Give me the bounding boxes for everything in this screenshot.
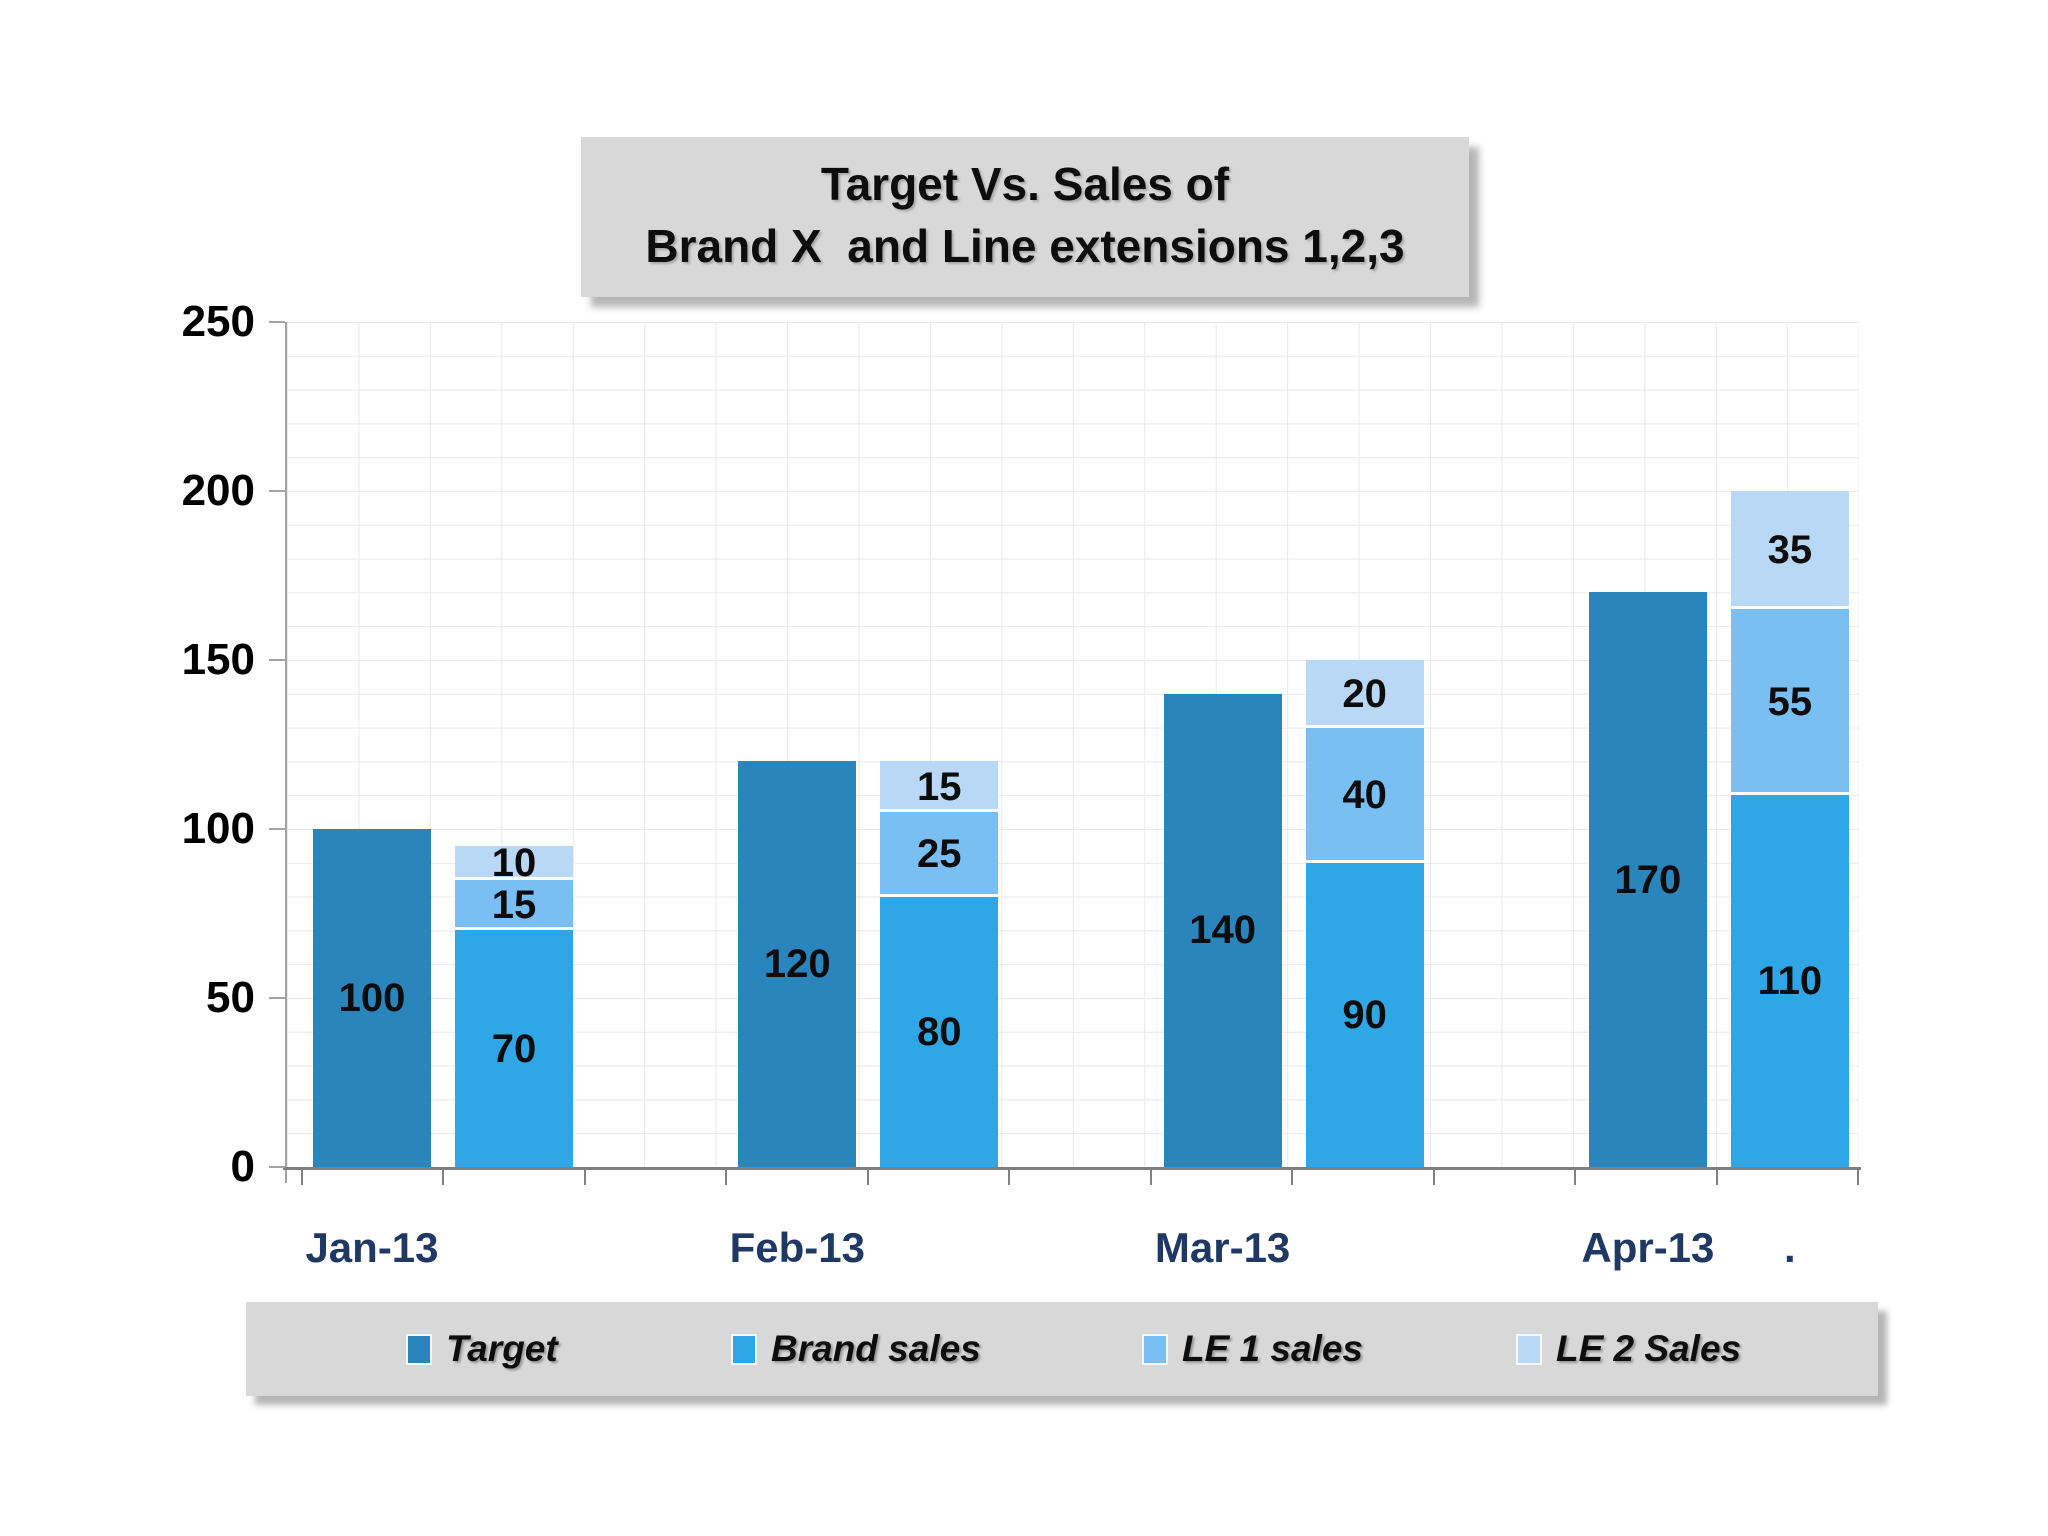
x-axis-tick (1149, 1170, 1152, 1185)
legend-marker-brand-sales (731, 1333, 757, 1365)
bar-target-Jan-13 (313, 829, 431, 1167)
bar-label-le-2-sales-Mar-13: 20 (1342, 671, 1387, 716)
legend-label: Brand sales (771, 1328, 981, 1369)
bar-target-Feb-13 (738, 761, 857, 1167)
legend-item-le-2-sales: LE 2 Sales (1516, 1302, 1741, 1396)
legend-label: Target (446, 1328, 558, 1369)
bar-label-le-2-sales-Jan-13: 10 (491, 840, 537, 885)
legend-item-le-1-sales: LE 1 sales (1142, 1302, 1363, 1396)
bar-label-le-1-sales-Mar-13: 40 (1342, 773, 1387, 818)
x-axis-label-extra: . (1784, 1224, 1796, 1271)
legend-item-brand-sales: Brand sales (731, 1302, 981, 1396)
legend-marker-target (406, 1333, 432, 1365)
plot-area: 100 70 15 10 120 80 25 15 140 90 40 20 170 110 55 35 (269, 321, 1861, 1185)
x-axis-tick (583, 1170, 586, 1185)
bar-segment-le-1-sales-Mar-13 (1305, 727, 1424, 863)
bar-label-brand-sales-Jan-13: 70 (491, 1026, 537, 1071)
bar-segment-le-2-sales-Jan-13 (455, 845, 573, 880)
x-axis-tick (1856, 1170, 1859, 1185)
bar-label-brand-sales-Mar-13: 90 (1342, 992, 1387, 1037)
bar-label-le-1-sales-Jan-13: 15 (491, 883, 537, 928)
bar-segment-brand-sales-Jan-13 (455, 930, 573, 1167)
y-axis-tick (269, 1166, 285, 1168)
y-axis-tick (269, 321, 285, 323)
bar-segment-le-2-sales-Apr-13 (1730, 491, 1849, 610)
y-axis-tick-label: 0 (230, 1142, 255, 1191)
bar-segment-brand-sales-Apr-13 (1730, 795, 1849, 1167)
x-axis-tick (725, 1170, 728, 1185)
bar-label-le-1-sales-Apr-13: 55 (1767, 680, 1813, 725)
x-axis-label-Feb-13: Feb-13 (729, 1224, 865, 1271)
chart-title-line-1: Target Vs. Sales of (820, 158, 1230, 210)
bar-label-brand-sales-Feb-13: 80 (917, 1009, 962, 1054)
bar-segment-brand-sales-Feb-13 (880, 896, 999, 1167)
bar-segment-le-1-sales-Feb-13 (880, 812, 999, 897)
bar-label-target-Mar-13: 140 (1189, 908, 1256, 953)
y-axis-tick (269, 490, 285, 492)
y-axis-tick-label: 200 (181, 466, 255, 515)
bar-label-target-Feb-13: 120 (763, 942, 831, 987)
x-axis-tick (1432, 1170, 1435, 1185)
x-axis-label-Jan-13: Jan-13 (305, 1224, 439, 1271)
bar-segment-le-1-sales-Apr-13 (1730, 609, 1849, 796)
y-axis-tick-label: 150 (181, 635, 255, 684)
y-axis-tick-label: 250 (181, 297, 255, 346)
legend-marker-le-1-sales (1142, 1333, 1168, 1365)
legend-label: LE 1 sales (1182, 1328, 1364, 1369)
legend-label: LE 2 Sales (1556, 1328, 1742, 1369)
chart-title-line-2: Brand X and Line extensions 1,2,3 (645, 220, 1405, 272)
x-axis-tick (1715, 1170, 1718, 1185)
bar-label-target-Jan-13: 100 (338, 976, 406, 1020)
legend-marker-le-2-sales (1516, 1333, 1542, 1365)
bar-label-le-2-sales-Feb-13: 15 (917, 764, 962, 809)
x-axis-tick (442, 1170, 445, 1185)
legend: Target Brand sales LE 1 sales LE 2 Sales (246, 1302, 1878, 1396)
y-axis-tick (269, 997, 285, 999)
legend-item-target: Target (406, 1302, 558, 1396)
x-axis-tick (1008, 1170, 1011, 1185)
bar-segment-le-2-sales-Feb-13 (880, 761, 999, 813)
y-axis-tick-label: 100 (181, 804, 255, 853)
x-axis-line (283, 1167, 1861, 1170)
bar-segment-brand-sales-Mar-13 (1305, 862, 1424, 1167)
bar-label-le-1-sales-Feb-13: 25 (917, 832, 962, 877)
bar-label-brand-sales-Apr-13: 110 (1757, 959, 1823, 1004)
chart-title-box: Target Vs. Sales of Brand X and Line ext… (581, 137, 1469, 297)
bar-segment-le-1-sales-Jan-13 (455, 879, 573, 931)
x-axis-tick (866, 1170, 869, 1185)
y-axis-tick (269, 659, 285, 661)
bar-target-Mar-13 (1163, 693, 1282, 1167)
y-axis-tick (269, 828, 285, 830)
y-axis-tick-label: 50 (206, 973, 255, 1022)
bar-segment-le-2-sales-Mar-13 (1305, 660, 1424, 728)
x-axis-label-Apr-13: Apr-13 (1581, 1224, 1715, 1271)
x-axis-tick (1574, 1170, 1577, 1185)
bar-label-target-Apr-13: 170 (1614, 857, 1682, 902)
bar-target-Apr-13 (1588, 592, 1707, 1167)
x-axis-tick (301, 1170, 303, 1185)
bar-label-le-2-sales-Apr-13: 35 (1767, 528, 1813, 573)
x-axis-tick (1291, 1170, 1294, 1185)
x-axis-label-Mar-13: Mar-13 (1154, 1224, 1291, 1271)
y-axis-line (285, 322, 287, 1183)
